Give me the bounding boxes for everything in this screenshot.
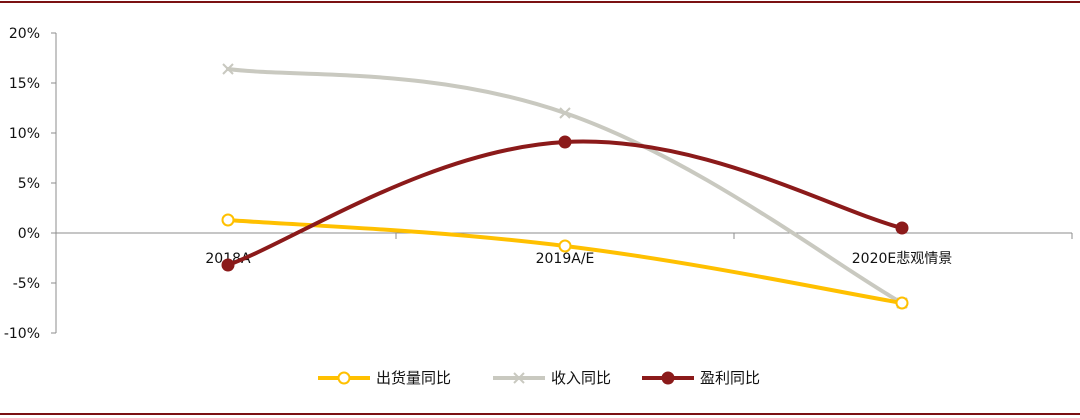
y-tick-label: 20% [9,26,40,42]
data-point [221,258,235,272]
data-point [895,296,909,310]
data-point [559,107,571,119]
data-point [558,239,572,253]
y-tick-label: -10% [4,326,40,342]
legend: 出货量同比 收入同比 盈利同比 [318,369,760,387]
data-point [222,63,234,75]
y-axis-ticks: 20% 15% 10% 5% 0% -5% -10% [4,26,56,342]
legend-label: 出货量同比 [376,369,451,387]
legend-item: 出货量同比 [318,369,451,387]
y-tick-label: 15% [9,76,40,92]
data-point [558,135,572,149]
x-tick-label: 2020E悲观情景 [852,250,952,267]
legend-marker [513,372,525,384]
legend-label: 收入同比 [551,369,611,387]
x-tick-label: 2019A/E [536,251,595,267]
series-layer [221,63,909,310]
y-tick-label: 10% [9,126,40,142]
legend-item: 盈利同比 [642,369,760,387]
legend-item: 收入同比 [493,369,611,387]
legend-marker [337,371,351,385]
legend-marker [661,371,675,385]
y-tick-label: 0% [18,226,40,242]
y-tick-label: 5% [18,176,40,192]
legend-label: 盈利同比 [700,369,760,387]
data-point [221,213,235,227]
y-tick-label: -5% [13,276,40,292]
series-line [226,67,904,305]
data-point [895,221,909,235]
